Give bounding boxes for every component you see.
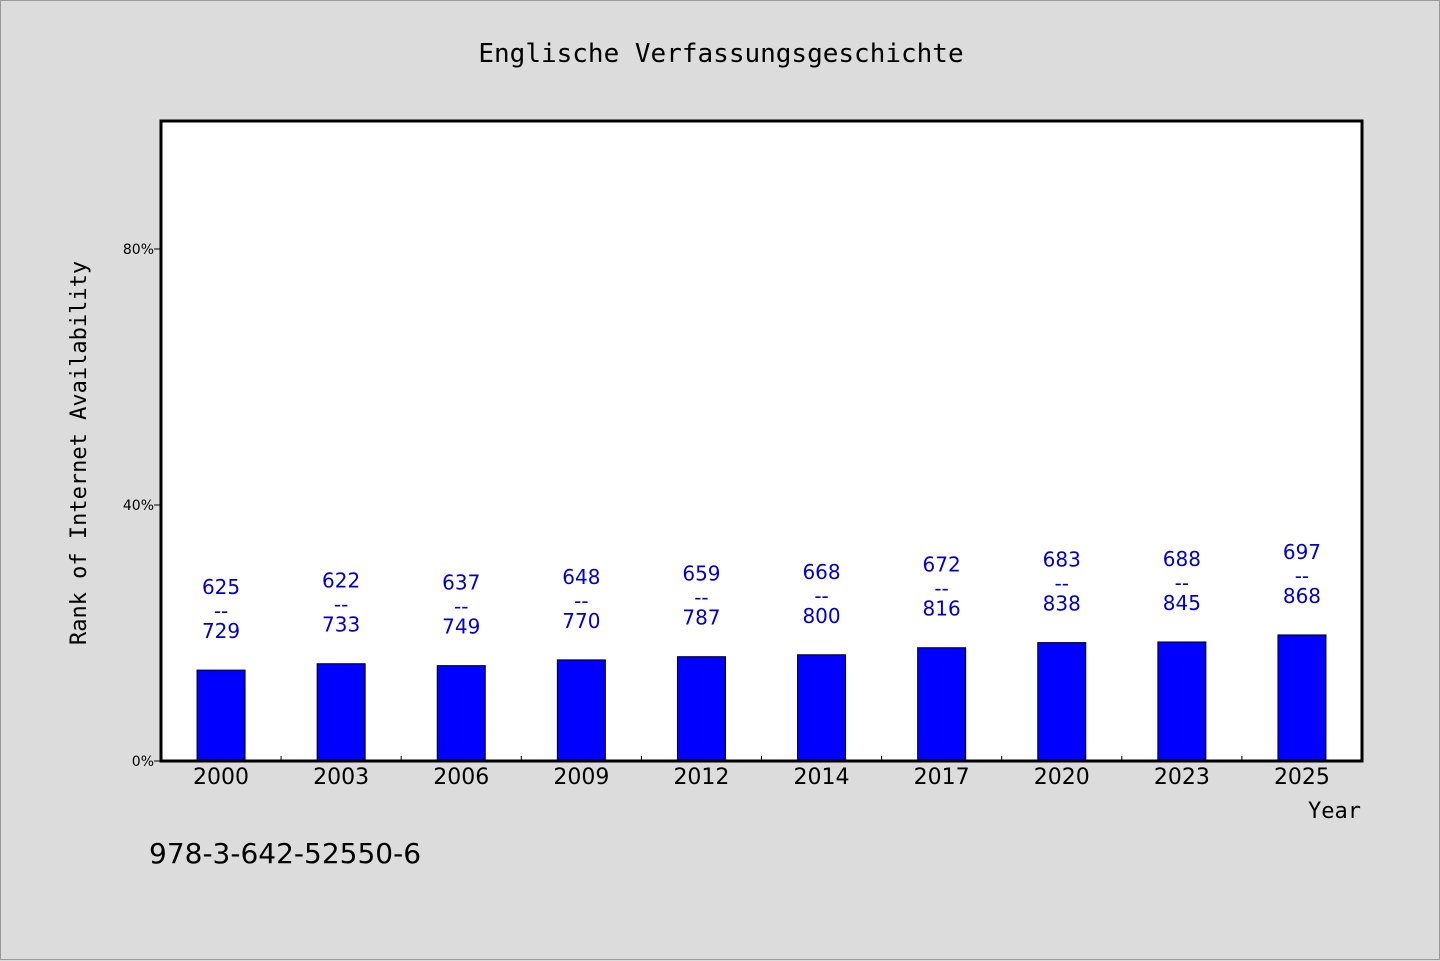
bar[interactable] [676,656,726,762]
data-label-bottom: 800 [802,604,840,628]
x-tick-label: 2009 [553,765,609,790]
x-tick-label: 2020 [1034,765,1090,790]
data-label-bottom: 729 [202,619,240,643]
data-label-top: 688 [1163,547,1201,571]
x-axis-label: Year [1308,799,1361,824]
bar[interactable] [1157,641,1207,762]
data-label-separator: -- [214,599,228,623]
bar[interactable] [1037,642,1087,762]
x-tick-label: 2014 [794,765,850,790]
bar[interactable] [556,659,606,762]
data-label-separator: -- [934,577,948,601]
data-label-separator: -- [694,586,708,610]
data-label-bottom: 868 [1283,584,1321,608]
x-tick-label: 2017 [914,765,970,790]
data-label-separator: -- [814,584,828,608]
x-tick-label: 2025 [1274,765,1330,790]
plot-border [159,119,1364,763]
data-label-separator: -- [574,589,588,613]
data-label-separator: -- [334,593,348,617]
data-label-top: 697 [1283,540,1321,564]
y-axis-label: Rank of Internet Availability [67,261,92,645]
y-tick-label: 40% [123,498,154,514]
data-label-bottom: 749 [442,615,480,639]
x-tick-label: 2006 [433,765,489,790]
x-tick-label: 2003 [313,765,369,790]
data-label-bottom: 787 [682,606,720,630]
bar[interactable] [316,663,366,762]
bar[interactable] [436,665,486,762]
bar[interactable] [196,669,246,762]
data-label-separator: -- [454,595,468,619]
data-label-top: 625 [202,575,240,599]
data-label-top: 637 [442,571,480,595]
bar[interactable] [917,647,967,762]
data-label-top: 648 [562,565,600,589]
data-label-separator: -- [1295,564,1309,588]
data-label-top: 668 [802,560,840,584]
bar[interactable] [1277,634,1327,762]
data-label-bottom: 733 [322,613,360,637]
isbn-text: 978-3-642-52550-6 [149,837,421,870]
data-label-bottom: 838 [1043,592,1081,616]
x-tick-label: 2012 [673,765,729,790]
data-label-bottom: 845 [1163,591,1201,615]
y-tick-label: 0% [132,754,154,770]
y-tick-label: 80% [123,242,154,258]
data-label-top: 659 [682,562,720,586]
data-label-bottom: 770 [562,609,600,633]
data-label-bottom: 816 [923,597,961,621]
x-tick-label: 2000 [193,765,249,790]
data-label-top: 622 [322,569,360,593]
data-label-top: 672 [923,553,961,577]
chart-title: Englische Verfassungsgeschichte [478,39,963,69]
data-label-separator: -- [1175,571,1189,595]
bar[interactable] [797,654,847,762]
data-label-separator: -- [1055,572,1069,596]
x-tick-label: 2023 [1154,765,1210,790]
data-label-top: 683 [1043,548,1081,572]
